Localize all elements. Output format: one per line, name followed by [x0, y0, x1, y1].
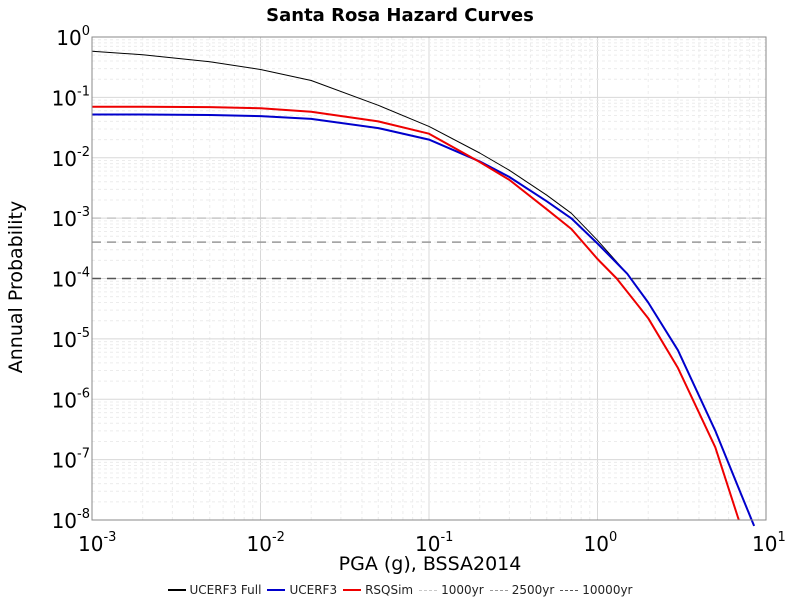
- series-line-1: [92, 113, 756, 527]
- legend-label: RSQSim: [365, 583, 414, 597]
- plot-frame: [91, 36, 767, 521]
- y-tick-label: 10-6: [52, 386, 90, 412]
- legend-item: 2500yr: [489, 583, 555, 597]
- legend-swatch: [419, 589, 438, 591]
- y-tick-label: 100: [56, 24, 90, 50]
- y-tick-label: 10-5: [52, 326, 90, 352]
- legend-item: UCERF3: [267, 583, 337, 597]
- legend-label: UCERF3: [289, 583, 338, 597]
- legend-label: UCERF3 Full: [189, 583, 262, 597]
- hazard-curve-chart: Santa Rosa Hazard Curves 10-3 10-2 10-1 100…: [5, 5, 786, 575]
- return-period-lines: [92, 217, 766, 280]
- legend-swatch: [267, 589, 286, 591]
- legend-item: UCERF3 Full: [167, 583, 262, 597]
- series-line-2: [92, 105, 740, 521]
- y-tick-label: 10-2: [52, 145, 90, 171]
- y-tick-label: 10-4: [52, 266, 90, 292]
- y-axis-label: Annual Probability: [5, 201, 27, 374]
- x-tick-label: 101: [752, 530, 786, 556]
- x-tick-label: 100: [584, 530, 618, 556]
- y-tick-label: 10-3: [52, 205, 90, 231]
- legend-swatch: [489, 589, 508, 591]
- y-tick-label: 10-7: [52, 447, 90, 473]
- legend-label: 1000yr: [441, 583, 484, 597]
- x-tick-labels: 10-3 10-2 10-1 100 101: [78, 530, 786, 556]
- x-tick-label: 10-1: [415, 530, 453, 556]
- legend-swatch: [167, 589, 186, 591]
- legend-swatch: [560, 589, 579, 591]
- chart-title: Santa Rosa Hazard Curves: [266, 5, 534, 26]
- x-tick-label: 10-2: [247, 530, 285, 556]
- y-tick-label: 10-1: [52, 84, 90, 110]
- grid: [91, 37, 766, 521]
- legend-label: 10000yr: [582, 583, 633, 597]
- series-line-0: [91, 50, 755, 527]
- series-lines: [91, 50, 756, 527]
- legend-item: 1000yr: [419, 583, 484, 597]
- legend-item: RSQSim: [343, 583, 413, 597]
- y-tick-label: 10-8: [52, 507, 90, 533]
- x-axis-label: PGA (g), BSSA2014: [339, 553, 522, 575]
- x-tick-label: 10-3: [78, 530, 116, 556]
- y-tick-labels: 100 10-1 10-2 10-3 10-4 10-5 10-6 10-7 10-8: [52, 24, 90, 533]
- chart-legend: UCERF3 Full UCERF3 RSQSim 1000yr 2500yr 10000…: [0, 580, 800, 600]
- legend-item: 10000yr: [560, 583, 633, 597]
- legend-swatch: [343, 589, 362, 591]
- legend-label: 2500yr: [511, 583, 555, 597]
